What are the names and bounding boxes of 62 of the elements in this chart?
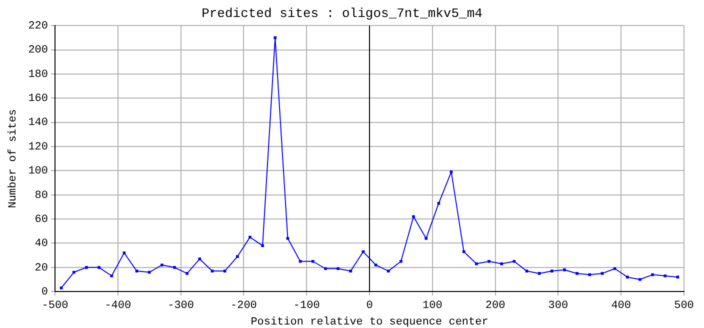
point [512,260,516,263]
x-tick-label: -500 [42,300,68,312]
point [274,36,277,40]
point [386,270,390,272]
y-tick-label: 120 [28,141,48,154]
point [475,262,478,266]
x-tick-label: 0 [366,300,373,312]
x-tick-label: 500 [674,300,694,312]
point [148,270,151,274]
point [374,264,378,266]
y-tick-label: 220 [28,20,48,33]
point [563,268,566,272]
point [437,202,440,205]
chart-title: Predicted sites : oligos_7nt_mkv5_m4 [202,6,483,22]
point [450,170,453,174]
x-tick-label: -300 [168,300,194,312]
point [626,276,629,279]
point [500,262,504,266]
point [664,274,667,278]
point [122,251,126,254]
x-tick-label: 200 [485,300,506,312]
point [613,267,616,270]
point [651,273,654,276]
point [248,236,252,239]
x-tick-label: -400 [104,300,132,312]
y-tick-label: 0 [41,286,48,299]
point [298,260,302,263]
point [210,270,214,272]
y-tick-label: 20 [34,262,48,274]
point [676,276,680,279]
x-tick-label: 400 [611,300,632,312]
x-axis-title: Position relative to sequence center [250,316,488,328]
x-tick-label: 300 [548,300,568,312]
x-tick-label: -100 [293,300,320,312]
point [588,273,592,276]
point [311,260,314,263]
point [286,236,290,240]
point [135,270,138,272]
point [462,250,466,254]
point [424,236,428,240]
x-tick-label: 100 [422,300,442,312]
y-tick-label: 100 [28,166,48,178]
point [72,270,76,274]
y-tick-label: 180 [28,68,48,81]
point [261,244,264,248]
point [223,270,226,272]
y-tick-label: 40 [34,238,48,250]
y-tick-label: 60 [34,214,48,226]
y-tick-label: 80 [34,190,48,202]
point [349,270,352,272]
point [538,272,541,275]
point [110,274,114,278]
x-tick-label: -200 [230,300,257,312]
point [600,272,604,275]
point [525,270,528,272]
y-axis-title: Number of sites [8,109,20,208]
y-tick-label: 200 [28,44,48,57]
point [198,258,202,260]
y-tick-label: 140 [28,117,48,130]
point [412,215,415,218]
point [60,286,63,290]
y-tick-label: 160 [28,93,48,106]
